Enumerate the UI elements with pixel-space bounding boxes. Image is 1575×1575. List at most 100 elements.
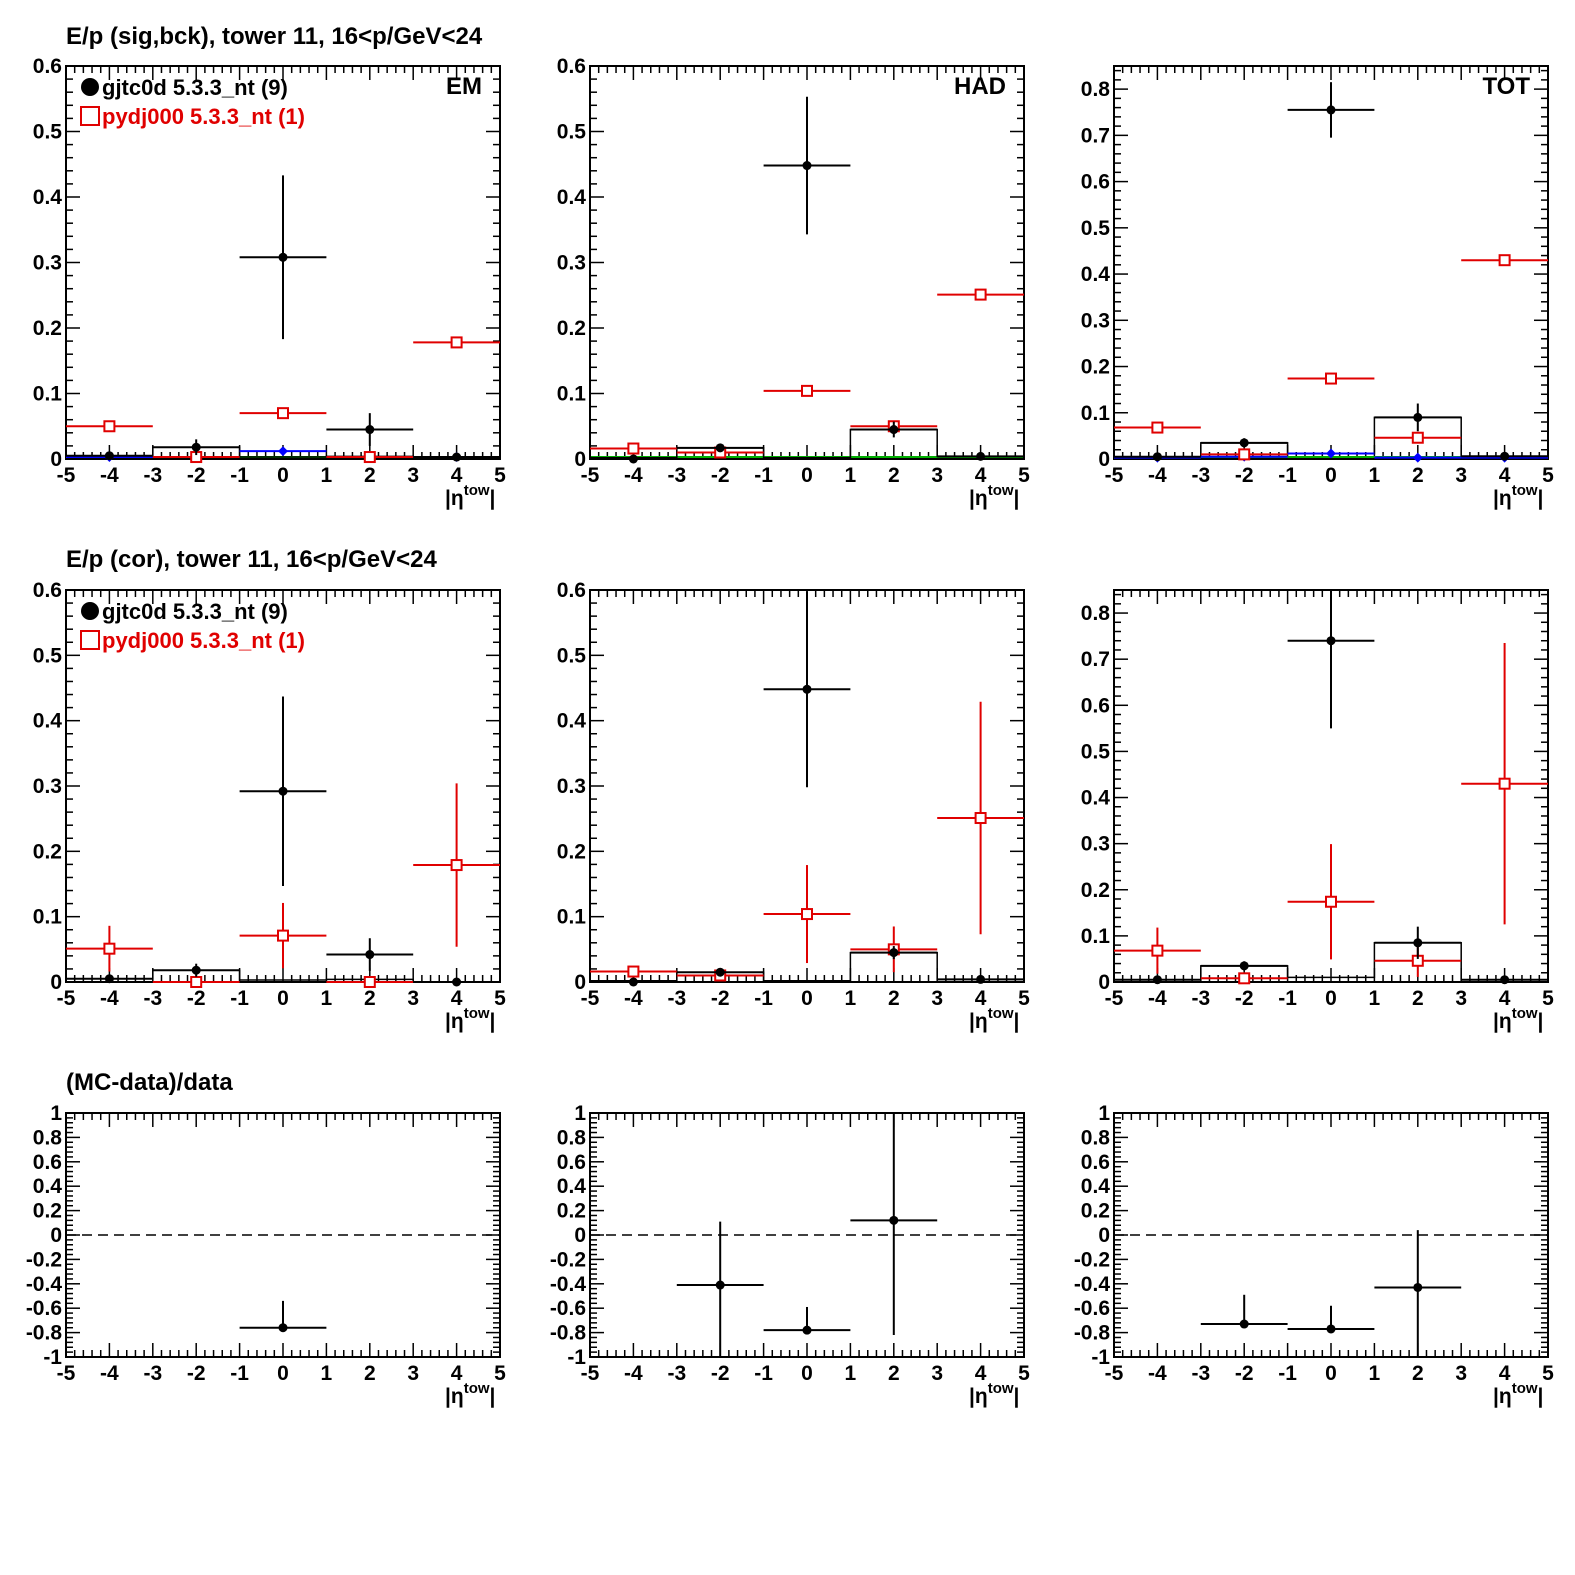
- ratio-point: [1239, 1319, 1249, 1329]
- y-tick-label: 0.2: [1081, 1200, 1110, 1223]
- x-tick-label: -1: [754, 464, 773, 487]
- x-tick-label: 4: [1499, 987, 1511, 1010]
- y-tick-label: 0.2: [33, 840, 62, 863]
- x-axis-label: |ηtow|: [1493, 1380, 1543, 1408]
- y-tick-label: -0.4: [1074, 1273, 1111, 1296]
- legend: gjtc0d 5.3.3_nt (9) pydj000 5.3.3_nt (1): [80, 75, 305, 129]
- panel-label-had: HAD: [954, 73, 1006, 100]
- x-tick-label: -5: [1105, 987, 1124, 1010]
- x-tick-label: 0: [277, 1362, 289, 1385]
- panel-1-2: -5 -4 -3 -2 -1 0 1 2 3 4 5|ηtow| 0 0.1 0.2 0.3 0.4 0.5 0.…: [1081, 589, 1554, 1033]
- x-tick-label: -4: [100, 1362, 119, 1385]
- x-tick-label: -2: [711, 1362, 730, 1385]
- y-tick-label: -1: [43, 1346, 62, 1369]
- legend-data-label: gjtc0d 5.3.3_nt (9): [102, 599, 288, 624]
- x-tick-label: 2: [1412, 464, 1424, 487]
- y-tick-label: 0.5: [557, 121, 587, 144]
- x-tick-label: 5: [1018, 987, 1030, 1010]
- x-tick-label: 3: [407, 464, 419, 487]
- y-tick-label: 0.4: [557, 710, 587, 733]
- data-point: [365, 425, 375, 435]
- mc-point: [974, 812, 987, 825]
- mc-point: [801, 908, 813, 921]
- mc-point: [1498, 254, 1511, 267]
- mc-point: [627, 442, 640, 455]
- mc-point: [1151, 421, 1164, 434]
- x-tick-label: 2: [888, 464, 900, 487]
- y-tick-label: 0: [1098, 448, 1110, 471]
- panel-1-1: -5 -4 -3 -2 -1 0 1 2 3 4 5|ηtow| 0 0.1 0.2 0.3 0.4 0.5 0.…: [557, 579, 1030, 1033]
- y-tick-label: -0.6: [1074, 1297, 1110, 1320]
- data-point: [104, 974, 114, 984]
- legend-data-marker: [81, 78, 99, 96]
- mc-point: [277, 407, 289, 420]
- x-tick-label: -3: [667, 987, 686, 1010]
- data-point: [628, 454, 638, 464]
- data-point: [1239, 438, 1249, 448]
- x-tick-label: 4: [451, 1362, 463, 1385]
- mc-point: [1238, 448, 1251, 461]
- x-tick-label: -5: [581, 987, 600, 1010]
- data-point: [889, 425, 899, 435]
- y-tick-label: 0.4: [1081, 263, 1111, 286]
- y-tick-label: 1: [1098, 1102, 1110, 1125]
- mc-point: [801, 384, 813, 397]
- data-point: [1500, 451, 1510, 461]
- x-axis-label: |ηtow|: [969, 482, 1019, 510]
- x-tick-label: -4: [624, 987, 643, 1010]
- y-tick-label: 1: [50, 1102, 62, 1125]
- data-point: [802, 684, 812, 694]
- mc-point: [627, 965, 640, 978]
- y-tick-label: 0: [1098, 971, 1110, 994]
- y-tick-label: 0: [574, 1224, 586, 1247]
- x-tick-label: -1: [1278, 1362, 1297, 1385]
- x-tick-label: -5: [1105, 464, 1124, 487]
- y-tick-label: 0.6: [33, 1151, 62, 1174]
- x-tick-label: -3: [667, 1362, 686, 1385]
- y-tick-label: 0: [574, 448, 586, 471]
- data-point: [1500, 975, 1510, 985]
- panel-0-1: -5 -4 -3 -2 -1 0 1 2 3 4 5|ηtow| 0 0.1 0.2 0.3 0.4 0.5 0.…: [557, 55, 1030, 510]
- ratio-point: [889, 1215, 899, 1225]
- ratio-point: [1326, 1324, 1336, 1334]
- y-tick-label: 0.5: [1081, 740, 1111, 763]
- data-point: [1152, 452, 1162, 462]
- y-tick-label: 0.4: [33, 710, 63, 733]
- x-tick-label: 5: [494, 1362, 506, 1385]
- mc-point: [190, 976, 203, 988]
- mc-point: [363, 976, 376, 988]
- y-tick-label: 0.4: [33, 186, 63, 209]
- mc-point: [103, 942, 116, 955]
- x-tick-label: -3: [143, 1362, 162, 1385]
- y-tick-label: 0.2: [33, 317, 62, 340]
- blue-series-point: [1412, 452, 1423, 463]
- x-axis-label: |ηtow|: [445, 1005, 495, 1033]
- legend: gjtc0d 5.3.3_nt (9) pydj000 5.3.3_nt (1): [80, 599, 305, 653]
- y-tick-label: 0.4: [1081, 787, 1111, 810]
- x-tick-label: -2: [711, 987, 730, 1010]
- x-tick-label: 1: [845, 1362, 857, 1385]
- x-tick-label: -4: [624, 464, 643, 487]
- x-tick-label: 5: [494, 987, 506, 1010]
- data-point: [628, 977, 638, 987]
- x-tick-label: 2: [1412, 987, 1424, 1010]
- x-tick-label: 0: [801, 464, 813, 487]
- ratio-point: [802, 1325, 812, 1335]
- mc-point: [1151, 944, 1164, 957]
- x-tick-label: 2: [888, 987, 900, 1010]
- y-tick-label: 0.6: [557, 55, 586, 78]
- y-tick-label: 0.5: [1081, 217, 1111, 240]
- x-tick-label: 0: [1325, 1362, 1337, 1385]
- x-tick-label: -4: [624, 1362, 643, 1385]
- y-tick-label: 0.8: [33, 1126, 63, 1149]
- x-tick-label: 3: [931, 1362, 943, 1385]
- x-tick-label: 2: [1412, 1362, 1424, 1385]
- x-tick-label: 4: [1499, 1362, 1511, 1385]
- y-tick-label: 0.6: [557, 579, 586, 602]
- data-point: [452, 452, 462, 462]
- ratio-point: [1413, 1282, 1423, 1292]
- x-tick-label: -1: [230, 987, 249, 1010]
- y-tick-label: 0.4: [557, 1175, 587, 1198]
- y-tick-label: 0.8: [1081, 602, 1111, 625]
- y-tick-label: -0.6: [550, 1297, 586, 1320]
